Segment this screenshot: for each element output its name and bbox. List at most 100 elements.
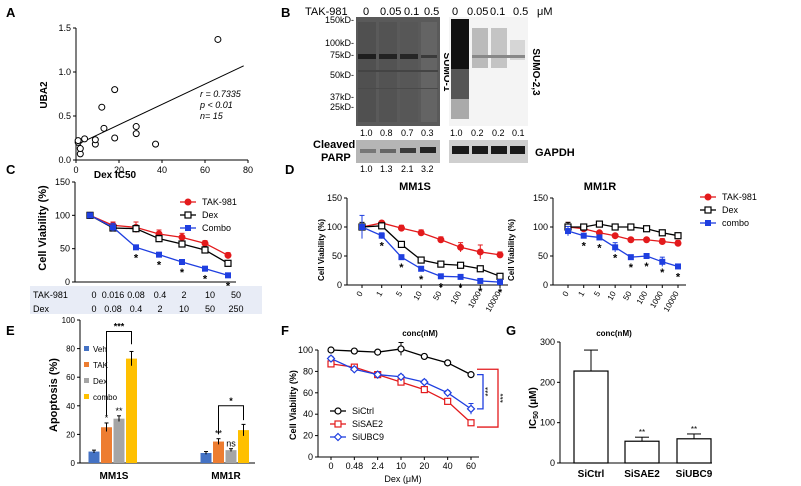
panel-d-mm1r-x-tick-label: 5 (592, 289, 602, 298)
panel-f-data-point (327, 346, 335, 354)
panel-a-ylabel: UBA2 (39, 81, 50, 109)
panel-a-data-point (152, 140, 160, 148)
panel-d-mm1r-significance-star: * (582, 241, 587, 253)
panel-a-x-tick-label: 60 (200, 165, 210, 175)
panel-a-y-tick-label: 1.5 (58, 23, 71, 33)
panel-b-conc-0: 0 (363, 6, 369, 18)
panel-a-data-point (74, 137, 82, 145)
panel-d-mm1r-data-point (674, 232, 682, 240)
panel-a-xlabel: Dex IC50 (94, 170, 137, 181)
mw-37: 37kD- (330, 92, 354, 102)
panel-e-legend-label: combo (93, 393, 118, 402)
panel-e-legend-swatch (84, 394, 89, 399)
panel-d-mm1r-data-point (612, 244, 619, 251)
panel-c-data-point (224, 251, 232, 259)
panel-e-bracket (218, 405, 244, 435)
panel-g-bar (624, 440, 660, 464)
panel-e-y-tick-label: 40 (66, 402, 75, 411)
panel-d-mm1r-significance-star: * (597, 242, 602, 254)
panel-c-significance-star: * (180, 267, 185, 279)
panel-f-x-tick-label: 0.48 (346, 461, 364, 471)
panel-b-conc-1: 0.05 (380, 6, 401, 18)
panel-d-mm1r-x-tick-label: 50 (621, 289, 634, 302)
panel-d-legend-marker (704, 206, 712, 214)
panel-a-data-point (76, 145, 84, 153)
panel-f-data-point (466, 404, 476, 414)
panel-d-mm1s-series-line-2 (361, 226, 501, 283)
panel-d-mm1s-data-point (397, 240, 406, 248)
panel-a-data-point (214, 35, 222, 43)
panel-a-data-point (132, 130, 140, 138)
panel-a-data-point (91, 136, 99, 144)
panel-f-data-point (373, 370, 383, 379)
panel-f-data-point (326, 354, 336, 363)
panel-b-conc-r3: 0.5 (513, 6, 528, 18)
panel-f-data-point (420, 385, 428, 394)
panel-g-label: G (506, 323, 516, 338)
panel-a-label: A (6, 5, 16, 20)
panel-f-y-tick-label: 80 (303, 366, 313, 376)
panel-a-fit-line (75, 65, 244, 146)
panel-c-data-point (201, 246, 209, 254)
panel-g-chart: 0 100 200 300 SiCtrl ** SiSAE2 ** SiUBC9 (540, 337, 713, 480)
panel-f-x-tick-label: 40 (443, 461, 453, 471)
mw-50: 50kD- (330, 70, 354, 80)
panel-d-legend-label: combo (722, 218, 749, 228)
panel-a-x-tick-label: 80 (243, 165, 253, 175)
panel-e-y-tick-label: 100 (62, 316, 76, 325)
panel-c-y-tick-label: 50 (60, 244, 70, 254)
panel-a-data-point (132, 123, 140, 131)
panel-f-x-tick-label: 20 (419, 461, 429, 471)
panel-c-data-point (224, 259, 232, 267)
panel-d-mm1r-x-tick-label: 1 (576, 289, 586, 298)
panel-d-mm1s-data-point (378, 222, 386, 230)
panel-d-mm1s-data-point (476, 265, 484, 273)
panel-d-mm1s-significance-star: * (498, 287, 503, 299)
panel-a-stat-p: p < 0.01 (199, 100, 233, 110)
panel-a-stat-r: r = 0.7335 (200, 89, 242, 99)
q-sumo23-2: 0.2 (492, 128, 505, 138)
mw-100: 100kD- (325, 38, 354, 48)
panel-b-drug: TAK-981 (305, 6, 348, 18)
panel-a-x-tick-label: 20 (114, 165, 124, 175)
panel-b-conc-3: 0.5 (424, 6, 439, 18)
panel-d-mm1s-x-tick-label: 5 (394, 289, 404, 298)
panel-c: C Cell Viability (%) 050100150*****TAK-9… (6, 162, 262, 314)
panel-e-ylabel: Apoptosis (%) (48, 358, 60, 432)
panel-a-stat-n: n= 15 (200, 111, 224, 121)
q-sumo1-0: 1.0 (360, 128, 373, 138)
panel-f-data-point (467, 371, 475, 379)
panel-c-table-row1-cell: 50 (231, 290, 241, 300)
cleaved-label: Cleaved (313, 139, 355, 151)
panel-f-bracket-star-blue: *** (484, 387, 493, 396)
panel-c-table-row2-cell: 2 (157, 304, 162, 314)
panel-f-bracket-star-red: *** (499, 393, 508, 402)
panel-c-legend-label: TAK-981 (202, 197, 237, 207)
panel-c-data-point (201, 239, 209, 247)
panel-f-data-point (349, 364, 359, 374)
panel-c-data-point (225, 272, 231, 279)
q-sumo1-1: 0.8 (380, 128, 393, 138)
panel-f-y-tick-label: 0 (308, 452, 313, 462)
panel-d-mm1s-data-point (457, 273, 464, 280)
panel-d-mm1r-significance-star: * (676, 271, 681, 283)
panel-d-mm1r-significance-star: * (660, 267, 665, 279)
panel-e-bar (238, 430, 249, 463)
panel-d-mm1r-data-point (643, 253, 650, 259)
panel-a-x-tick-label: 40 (157, 165, 167, 175)
q-sumo1-2: 0.7 (401, 128, 414, 138)
panel-f-x-tick-label: 10 (396, 461, 406, 471)
panel-g: G IC50 (μM) 0 100 200 300 SiCtrl ** SiSAE2 ** Si… (506, 323, 713, 480)
panel-f-data-point (444, 397, 452, 405)
panel-f-legend-label: SiUBC9 (352, 432, 384, 442)
panel-d-mm1r-significance-star: * (644, 261, 649, 273)
panel-d-label: D (285, 162, 294, 177)
panel-c-data-point (179, 259, 185, 265)
panel-g-x-category: SiUBC9 (676, 469, 713, 480)
panel-a-data-point (81, 135, 89, 143)
panel-f-data-point (374, 348, 382, 356)
panel-c-legend-marker (185, 225, 191, 231)
panel-e-y-tick-label: 60 (66, 373, 75, 382)
